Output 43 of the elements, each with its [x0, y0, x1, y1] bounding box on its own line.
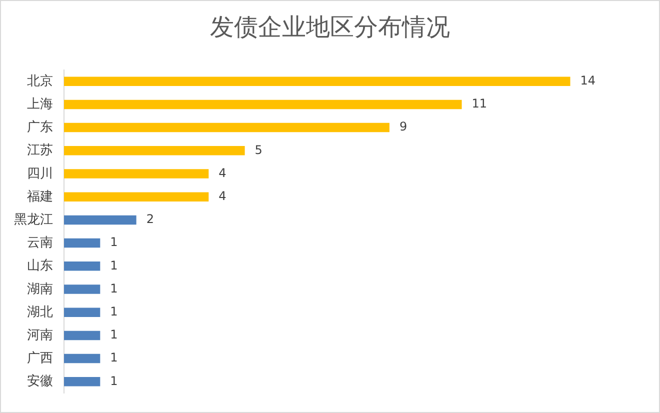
- y-tick-label: 云南: [27, 234, 53, 250]
- bar: [64, 122, 390, 132]
- y-tick-label: 山东: [27, 258, 53, 273]
- data-label: 1: [110, 374, 118, 388]
- y-tick-label: 湖北: [27, 304, 53, 319]
- bar: [64, 192, 209, 202]
- chart-title: 发债企业地区分布情况: [209, 12, 451, 43]
- bar: [64, 238, 100, 248]
- bar: [64, 377, 100, 386]
- data-label: 1: [110, 281, 118, 296]
- y-tick-label: 广西: [27, 350, 53, 366]
- data-label: 4: [218, 188, 226, 203]
- data-label: 2: [146, 212, 154, 226]
- bar: [64, 100, 462, 110]
- bar: [64, 330, 100, 340]
- data-label: 11: [472, 96, 488, 111]
- y-tick-label: 福建: [27, 188, 53, 204]
- bar: [64, 76, 570, 86]
- bar: [64, 308, 100, 317]
- data-label: 1: [110, 304, 118, 318]
- data-label: 1: [110, 258, 118, 272]
- bar: [64, 215, 136, 225]
- y-tick-label: 上海: [27, 96, 53, 112]
- data-label: 1: [110, 350, 118, 365]
- data-label: 1: [110, 235, 118, 250]
- bar: [64, 284, 100, 294]
- y-tick-label: 广东: [27, 119, 53, 134]
- data-label: 14: [580, 73, 596, 88]
- y-tick-label: 四川: [27, 165, 53, 180]
- bar: [64, 146, 245, 156]
- bar: [64, 262, 100, 271]
- data-label: 5: [254, 142, 262, 157]
- y-tick-label: 北京: [27, 72, 53, 88]
- y-tick-label: 江苏: [27, 142, 53, 158]
- y-tick-label: 黑龙江: [14, 212, 53, 227]
- data-label: 9: [399, 120, 408, 134]
- y-tick-label: 河南: [27, 327, 53, 342]
- y-tick-label: 安徽: [27, 373, 53, 388]
- y-tick-label: 湖南: [27, 280, 53, 296]
- bar: [64, 354, 100, 364]
- data-label: 4: [218, 166, 226, 180]
- bar: [64, 169, 209, 178]
- data-label: 1: [110, 328, 118, 342]
